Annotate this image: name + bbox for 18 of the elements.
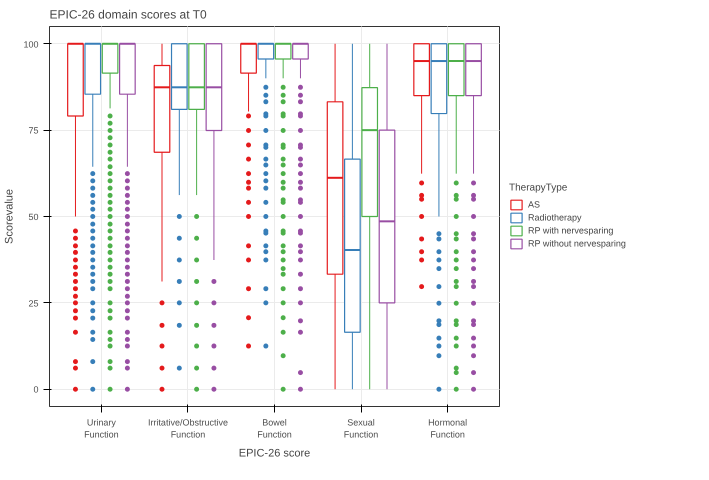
y-axis-title: Scorevalue <box>3 188 16 244</box>
x-tick-label: Bowel Function <box>257 418 292 440</box>
y-tick-label: 0 <box>33 384 39 395</box>
chart-title: EPIC-26 domain scores at T0 <box>50 8 208 22</box>
legend-label: AS <box>528 200 542 210</box>
legend-label: RP without nervesparing <box>528 238 626 248</box>
y-tick-label: 25 <box>28 298 39 308</box>
legend-label: Radiotherapy <box>528 212 582 222</box>
legend-title: TherapyType <box>509 182 568 194</box>
y-tick-label: 75 <box>28 126 39 136</box>
x-axis-title: EPIC-26 score <box>238 448 310 460</box>
x-tick-label: Irritative/Obstructive Function <box>148 418 228 440</box>
x-tick-label: Urinary Function <box>84 418 119 440</box>
y-tick-label: 50 <box>28 212 39 222</box>
x-tick-label: Sexual Function <box>344 418 378 440</box>
y-tick-label: 100 <box>23 39 39 50</box>
x-tick-label: Hormonal Function <box>428 418 468 440</box>
legend-label: RP with nervesparing <box>528 226 614 236</box>
